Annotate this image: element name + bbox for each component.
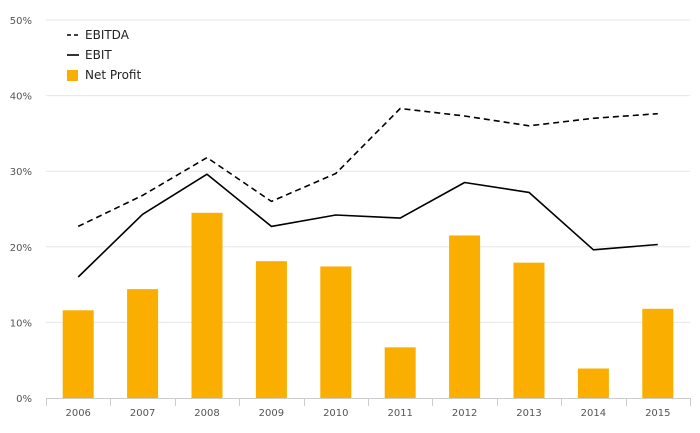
x-tick-label: 2012 [452, 408, 477, 419]
ebitda-line [77, 107, 658, 228]
x-axis: 2006 2007 2008 2009 2010 2011 2012 2013 2014 2015 [46, 398, 691, 419]
x-tick-label: 2006 [65, 408, 90, 419]
net-profit-bars [62, 212, 674, 398]
x-tick-label: 2007 [130, 408, 155, 419]
line-series [77, 107, 658, 278]
legend-swatch-net-profit [67, 70, 78, 81]
net-profit-bar [320, 266, 352, 398]
legend: EBITDA EBIT Net Profit [67, 28, 141, 82]
x-tick-label: 2009 [259, 408, 284, 419]
legend-label-net-profit: Net Profit [85, 68, 141, 82]
x-tick-label: 2010 [323, 408, 348, 419]
net-profit-bar [127, 289, 159, 398]
y-axis: 0% 10% 20% 30% 40% 50% [10, 16, 32, 405]
x-tick-label: 2008 [194, 408, 219, 419]
y-tick-label: 40% [10, 92, 32, 103]
x-tick-label: 2014 [581, 408, 606, 419]
net-profit-bar [642, 308, 674, 398]
legend-label-ebit: EBIT [85, 48, 112, 62]
net-profit-bar [384, 347, 416, 398]
x-tick-label: 2013 [516, 408, 541, 419]
grid-lines [46, 19, 690, 323]
net-profit-bar [255, 261, 287, 398]
net-profit-bar [577, 368, 609, 398]
y-tick-label: 0% [16, 394, 32, 405]
y-tick-label: 50% [10, 16, 32, 27]
y-tick-label: 20% [10, 243, 32, 254]
net-profit-bar [191, 212, 223, 398]
ebit-line [77, 173, 658, 278]
net-profit-bar [513, 262, 545, 398]
net-profit-bar [62, 310, 94, 398]
legend-label-ebitda: EBITDA [85, 28, 130, 42]
net-profit-bar [449, 235, 481, 398]
y-tick-label: 10% [10, 318, 32, 329]
x-tick-label: 2011 [387, 408, 412, 419]
y-tick-label: 30% [10, 167, 32, 178]
x-tick-label: 2015 [645, 408, 670, 419]
